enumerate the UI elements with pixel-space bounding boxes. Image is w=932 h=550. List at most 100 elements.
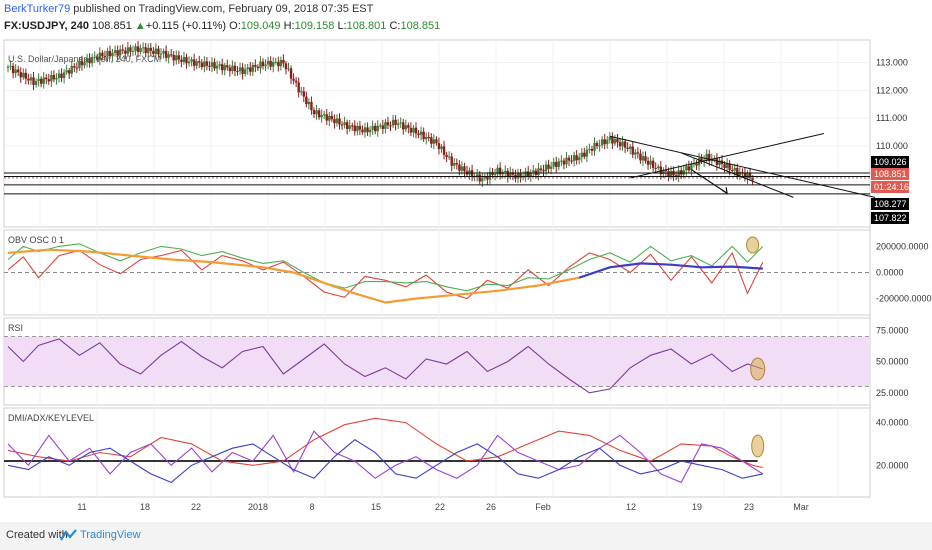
candle-body bbox=[644, 156, 647, 161]
candle-body bbox=[198, 61, 201, 63]
candle-body bbox=[210, 62, 214, 67]
candle-body bbox=[496, 167, 499, 175]
candle-body bbox=[147, 47, 150, 54]
indicator-tick-label: 0.0000 bbox=[876, 268, 904, 278]
indicator-tick-label: 40.0000 bbox=[876, 418, 909, 428]
open-value: 109.049 bbox=[240, 20, 281, 32]
candle-body bbox=[315, 110, 318, 115]
candle-body bbox=[700, 158, 703, 162]
candle-body bbox=[488, 172, 492, 180]
candle-body bbox=[297, 82, 300, 93]
candle-body bbox=[399, 122, 402, 124]
candle-body bbox=[593, 142, 596, 151]
candle-body bbox=[527, 171, 530, 177]
candle-body bbox=[312, 110, 316, 115]
candle-body bbox=[175, 55, 178, 61]
candle-body bbox=[618, 142, 622, 147]
candle-body bbox=[358, 125, 362, 130]
indicator-series-line bbox=[7, 338, 763, 394]
candle-body bbox=[447, 156, 451, 158]
author-link[interactable]: BerkTurker79 bbox=[4, 3, 71, 15]
candle-body bbox=[136, 46, 140, 53]
candle-body bbox=[639, 153, 642, 161]
indicator-series-line bbox=[7, 243, 764, 292]
candle-body bbox=[162, 50, 165, 54]
candle-body bbox=[256, 66, 260, 69]
candle-body bbox=[532, 170, 535, 173]
low-label: L: bbox=[337, 20, 347, 32]
chart-canvas[interactable]: 113.000 112.000 111.000 110.000 109.026 108.8… bbox=[0, 0, 932, 522]
candle-body bbox=[450, 156, 453, 166]
time-tick-label: 18 bbox=[140, 502, 150, 512]
candle-body bbox=[738, 172, 742, 176]
candle-body bbox=[705, 153, 708, 160]
candle-body bbox=[677, 170, 680, 178]
candle-body bbox=[613, 139, 617, 144]
candle-body bbox=[575, 155, 578, 161]
candle-body bbox=[659, 166, 662, 175]
candle-body bbox=[733, 168, 736, 171]
candle-body bbox=[379, 125, 382, 127]
candle-body bbox=[715, 158, 719, 166]
candle-body bbox=[144, 47, 147, 54]
candle-body bbox=[177, 55, 181, 60]
candle-body bbox=[19, 72, 22, 78]
candle-body bbox=[363, 127, 367, 133]
candle-body bbox=[305, 96, 308, 105]
candle-body bbox=[468, 170, 471, 175]
candle-body bbox=[218, 64, 221, 66]
candle-body bbox=[108, 50, 112, 57]
candle-body bbox=[629, 146, 632, 149]
candle-body bbox=[172, 54, 175, 61]
candle-body bbox=[662, 170, 665, 175]
candle-body bbox=[746, 173, 749, 179]
indicator-title: OBV OSC 0 1 bbox=[8, 235, 64, 245]
close-value: 108.851 bbox=[400, 20, 441, 32]
candle-body bbox=[509, 172, 512, 178]
time-tick-label: 22 bbox=[435, 502, 445, 512]
candle-body bbox=[9, 65, 12, 67]
arrow-head-icon bbox=[721, 187, 728, 195]
candle-body bbox=[598, 145, 601, 147]
candle-body bbox=[205, 61, 209, 66]
indicator-series-line bbox=[7, 248, 580, 304]
candle-body bbox=[634, 152, 637, 155]
candle-body bbox=[300, 91, 303, 93]
candle-body bbox=[269, 60, 272, 67]
candle-body bbox=[409, 127, 413, 133]
candle-body bbox=[458, 164, 461, 171]
candle-body bbox=[320, 114, 323, 118]
candle-body bbox=[93, 56, 96, 58]
indicator-series-line bbox=[578, 262, 763, 279]
candle-body bbox=[52, 74, 56, 80]
chart-title: U.S. Dollar/Japanese Yen, 240, FXCM bbox=[8, 54, 161, 64]
tradingview-brand[interactable]: TradingView bbox=[80, 529, 141, 541]
candle-body bbox=[317, 110, 321, 118]
indicator-series-line bbox=[7, 439, 763, 484]
candle-body bbox=[504, 170, 507, 173]
candle-body bbox=[368, 129, 372, 133]
candle-body bbox=[343, 122, 346, 125]
candle-body bbox=[238, 67, 242, 72]
candle-body bbox=[88, 58, 91, 64]
price-change: +0.115 (+0.11%) bbox=[145, 20, 227, 32]
candle-body bbox=[611, 136, 614, 144]
candle-body bbox=[203, 61, 206, 68]
candle-body bbox=[384, 122, 387, 129]
candle-body bbox=[164, 50, 168, 58]
candle-body bbox=[200, 62, 203, 68]
candle-body bbox=[442, 146, 446, 155]
candle-body bbox=[310, 101, 313, 111]
candle-body bbox=[323, 114, 326, 116]
candle-body bbox=[481, 177, 484, 182]
candle-body bbox=[294, 80, 298, 83]
candle-body bbox=[62, 72, 66, 79]
candle-body bbox=[129, 47, 132, 52]
candle-body bbox=[731, 170, 734, 172]
candle-body bbox=[649, 160, 652, 165]
candle-body bbox=[101, 52, 104, 57]
candle-body bbox=[345, 122, 349, 129]
candle-body bbox=[695, 163, 698, 166]
candle-body bbox=[340, 124, 344, 126]
candle-body bbox=[356, 125, 359, 132]
